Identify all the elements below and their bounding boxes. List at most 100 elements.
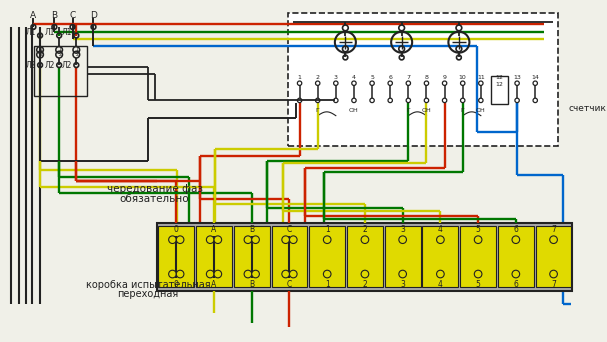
Text: 5: 5 [476,225,481,234]
Text: ОН: ОН [349,108,359,114]
Text: 7: 7 [551,280,556,289]
Text: B: B [249,225,254,234]
Circle shape [550,236,557,244]
Text: Л2: Л2 [45,61,55,70]
Bar [385,226,421,287]
Text: 0: 0 [174,280,178,289]
Text: коробка испытательная: коробка испытательная [86,279,210,290]
Circle shape [290,270,297,278]
Text: 5: 5 [476,280,481,289]
Circle shape [169,270,176,278]
Circle shape [244,236,252,244]
Text: 1: 1 [325,280,330,289]
Text: счетчик: счетчик [569,104,606,113]
Text: 6: 6 [514,280,518,289]
Text: 7: 7 [551,225,556,234]
Text: Г: Г [316,108,319,114]
Bar [422,226,458,287]
Text: 6: 6 [514,225,518,234]
Circle shape [282,270,290,278]
Bar [347,226,383,287]
Text: D: D [90,11,97,20]
Text: 2: 2 [362,280,367,289]
Text: 3: 3 [334,75,338,80]
Circle shape [252,270,259,278]
Text: A: A [211,280,217,289]
Text: 12: 12 [495,75,503,80]
Text: 12: 12 [495,82,503,87]
Text: 2: 2 [39,52,42,57]
Text: 1: 1 [325,225,330,234]
Circle shape [282,236,290,244]
Text: 3: 3 [400,280,405,289]
Text: Г: Г [461,108,464,114]
Text: C: C [69,11,76,20]
Text: 2: 2 [76,52,79,57]
Text: ОН: ОН [422,108,432,114]
Text: 10: 10 [459,75,467,80]
Circle shape [290,236,297,244]
Text: переходная: переходная [117,289,178,299]
Circle shape [206,236,214,244]
Text: B: B [52,11,58,20]
Text: 7: 7 [406,75,410,80]
Circle shape [244,270,252,278]
Circle shape [436,236,444,244]
Circle shape [324,236,331,244]
Circle shape [252,236,259,244]
Text: Л2: Л2 [62,61,72,70]
Text: 8: 8 [424,75,429,80]
Text: Л1: Л1 [26,28,36,37]
Text: 4: 4 [352,75,356,80]
Text: 1: 1 [39,47,42,52]
Bar [460,226,496,287]
Circle shape [324,270,331,278]
Bar [491,76,507,104]
Circle shape [399,270,407,278]
Text: 3: 3 [400,225,405,234]
Circle shape [474,270,482,278]
Text: 14: 14 [531,75,539,80]
Text: A: A [211,225,217,234]
Text: Г: Г [407,108,410,114]
Circle shape [399,236,407,244]
Bar [158,226,194,287]
Circle shape [214,236,222,244]
Bar [234,226,270,287]
Text: 1: 1 [76,47,79,52]
Text: 4: 4 [438,280,443,289]
Text: 5: 5 [370,75,374,80]
Circle shape [512,236,520,244]
Text: 2: 2 [58,52,62,57]
Circle shape [436,270,444,278]
Circle shape [176,236,184,244]
Circle shape [176,270,184,278]
Text: 13: 13 [513,75,521,80]
Circle shape [474,236,482,244]
Text: ОН: ОН [476,108,486,114]
Circle shape [361,236,368,244]
Text: 1: 1 [297,75,302,80]
Text: 6: 6 [388,75,392,80]
Text: 0: 0 [174,225,178,234]
Text: C: C [287,225,292,234]
Circle shape [361,270,368,278]
Bar [271,226,307,287]
Circle shape [214,270,222,278]
Bar [310,226,345,287]
Text: B: B [249,280,254,289]
Text: чередование фаз: чередование фаз [107,184,203,194]
Bar [498,226,534,287]
Text: A: A [30,11,36,20]
Text: Л2: Л2 [26,61,36,70]
Bar [157,223,572,291]
Circle shape [550,270,557,278]
Text: Л1: Л1 [45,28,55,37]
Bar [535,226,571,287]
Text: обязательно: обязательно [120,194,189,204]
Bar [196,226,232,287]
Circle shape [169,236,176,244]
Text: C: C [287,280,292,289]
Text: 2: 2 [316,75,320,80]
Text: 11: 11 [477,75,485,80]
